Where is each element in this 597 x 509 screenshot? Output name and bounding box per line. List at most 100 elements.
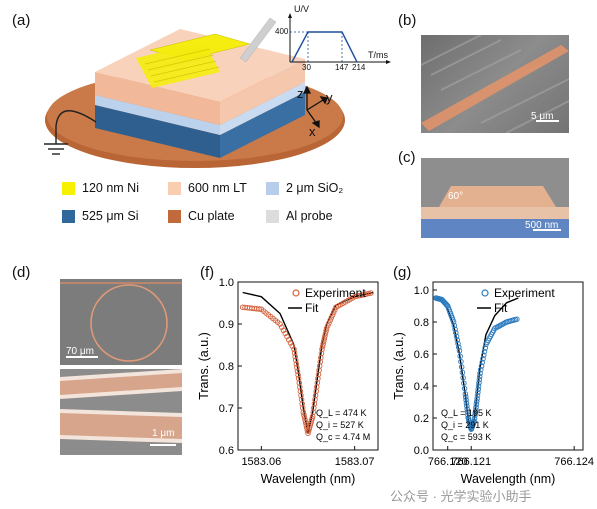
- x-tick-label: 766.120: [428, 456, 468, 468]
- experiment-point: [478, 366, 484, 373]
- experiment-point: [473, 404, 479, 410]
- panel-label-b: (b): [398, 12, 417, 29]
- experiment-point: [453, 330, 459, 336]
- experiment-point: [461, 385, 468, 392]
- y-tick-label: 0.2: [414, 413, 429, 425]
- legend-label-fit: Fit: [305, 301, 319, 315]
- experiment-point: [453, 333, 460, 340]
- waveguide-b: [421, 45, 569, 131]
- sio2-layer-front: [95, 95, 220, 135]
- legend-swatch-cu: [168, 210, 181, 223]
- experiment-point: [301, 414, 308, 421]
- experiment-point: [481, 348, 488, 355]
- experiment-point: [457, 353, 463, 359]
- q-annotation: Q_c = 4.74 M: [316, 432, 370, 442]
- experiment-point: [454, 337, 461, 343]
- experiment-point: [332, 307, 338, 313]
- experiment-point: [291, 346, 297, 352]
- experiment-point: [294, 364, 300, 371]
- experiment-point: [482, 345, 488, 351]
- legend-label-experiment: Experiment: [494, 286, 555, 300]
- experiment-point: [328, 314, 335, 321]
- experiment-point: [474, 396, 480, 402]
- experiment-point: [479, 359, 486, 366]
- experiment-point: [475, 386, 481, 392]
- y-tick-label: 0.0: [414, 445, 429, 457]
- experiment-point: [330, 309, 337, 316]
- y-tick-label: 0.6: [414, 349, 429, 361]
- legend-swatch-si: [62, 210, 75, 223]
- y-tick-label: 0.4: [414, 381, 429, 393]
- experiment-point: [319, 346, 325, 352]
- legend-swatch-ni: [62, 182, 75, 195]
- legend-label-ni: 120 nm Ni: [82, 181, 139, 195]
- experiment-point: [329, 312, 336, 318]
- experiment-point: [320, 338, 327, 345]
- chart-f: 0.6 0.7 0.8 0.9 1.0 1583.06 1583.07 Wavelength …: [197, 277, 379, 486]
- experiment-point: [476, 376, 483, 383]
- experiment-point: [458, 364, 465, 370]
- experiment-point: [319, 343, 326, 350]
- legend-swatch-al: [266, 210, 279, 223]
- experiment-point: [458, 358, 464, 365]
- experiment-point: [478, 363, 485, 369]
- sem-image-b: [421, 35, 569, 133]
- experiment-point: [292, 353, 298, 360]
- experiment-point: [455, 340, 461, 347]
- x-axis-label: Wavelength (nm): [461, 472, 556, 486]
- legend-label-lt: 600 nm LT: [188, 181, 247, 195]
- experiment-point: [455, 344, 462, 350]
- panel-label-f: (f): [200, 264, 215, 281]
- legend-marker-experiment: [292, 289, 300, 297]
- q-annotation: Q_L = 474 K: [316, 408, 366, 418]
- experiment-point: [463, 397, 469, 403]
- experiment-point: [326, 320, 332, 326]
- y-tick-label: 0.8: [219, 361, 234, 373]
- panel-label-a: (a): [12, 12, 31, 29]
- experiment-point: [325, 322, 331, 329]
- experiment-point: [300, 409, 307, 415]
- y-tick-label: 0.7: [219, 403, 234, 415]
- experiment-point: [473, 401, 480, 408]
- experiment-point: [472, 407, 479, 413]
- q-annotation: Q_i = 291 K: [441, 420, 489, 430]
- experiment-point: [474, 392, 481, 399]
- experiment-point: [295, 372, 301, 378]
- legend-label-al: Al probe: [286, 209, 333, 223]
- experiment-point: [451, 322, 458, 329]
- legend-swatch-lt: [168, 182, 181, 195]
- scale-bar-d-bottom: 1 μm: [152, 428, 175, 439]
- y-axis-label: Trans. (a.u.): [392, 332, 406, 400]
- experiment-point: [322, 333, 328, 339]
- inset-y-label: U/V: [294, 4, 310, 14]
- angle-label-c: 60°: [448, 191, 464, 202]
- experiment-point: [302, 417, 308, 423]
- axes-3d-icon: [302, 85, 328, 129]
- experiment-point: [459, 369, 466, 376]
- device-schematic: [44, 17, 345, 168]
- experiment-point: [472, 410, 479, 416]
- experiment-point: [365, 290, 372, 297]
- experiment-point: [473, 398, 480, 405]
- experiment-point: [461, 380, 467, 386]
- y-tick-label: 0.8: [414, 317, 429, 329]
- inset-y-tick: 400: [275, 27, 289, 36]
- experiment-point: [292, 357, 299, 363]
- legend-label-sio2: 2 μm SiO₂: [286, 181, 344, 195]
- legend-swatch-sio2: [266, 182, 279, 195]
- experiment-point: [293, 361, 300, 367]
- legend-label-fit: Fit: [494, 301, 508, 315]
- experiment-point: [476, 373, 483, 380]
- scale-bar-d-top: 70 μm: [66, 346, 94, 357]
- experiment-point: [456, 348, 463, 354]
- y-tick-label: 0.9: [219, 319, 234, 331]
- experiment-point: [472, 412, 478, 419]
- q-annotation: Q_c = 593 K: [441, 432, 491, 442]
- y-tick-label: 1.0: [219, 277, 234, 289]
- experiment-point: [256, 306, 262, 312]
- experiment-point: [464, 409, 471, 415]
- experiment-point: [471, 418, 477, 424]
- experiment-point: [514, 316, 520, 322]
- experiment-point: [294, 368, 301, 374]
- experiment-point: [462, 391, 469, 397]
